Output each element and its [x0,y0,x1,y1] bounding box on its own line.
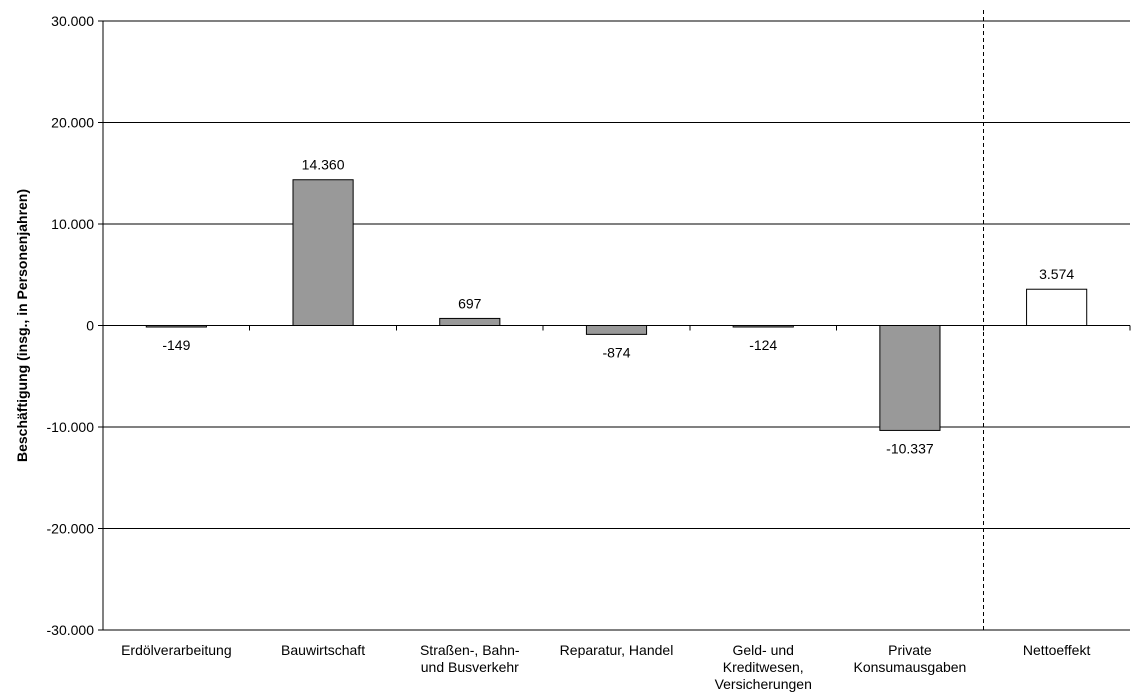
x-category-label: Geld- und [732,642,793,658]
x-category-label: Erdölverarbeitung [121,642,232,658]
x-category-label: Private [888,642,932,658]
axes [98,10,1131,631]
data-label: -10.337 [886,440,934,456]
data-label: 3.574 [1039,266,1074,282]
data-label: 697 [458,295,482,311]
y-tick-label: -20.000 [47,521,95,537]
x-category-label: Konsumausgaben [853,659,966,675]
x-category-label: Nettoeffekt [1023,642,1091,658]
data-label: 14.360 [302,157,345,173]
y-tick-label: -10.000 [47,419,95,435]
bar [145,325,207,328]
data-label: -874 [602,344,630,360]
y-tick-label: 10.000 [51,216,94,232]
bar [879,325,941,431]
bars [145,179,1088,431]
y-tick-label: 30.000 [51,13,94,29]
bar [292,179,354,326]
y-axis-title: Beschäftigung (insg., in Personenjahren) [14,189,30,462]
data-label: -149 [162,337,190,353]
bar [585,325,648,335]
y-tick-label: 20.000 [51,115,94,131]
x-category-label: Reparatur, Handel [560,642,674,658]
y-tick-label: -30.000 [47,622,95,638]
x-category-label: und Busverkehr [421,659,519,675]
x-category-label: Versicherungen [715,676,812,692]
data-label: -124 [749,337,777,353]
x-category-label: Kreditwesen, [723,659,804,675]
x-category-label: Bauwirtschaft [281,642,365,658]
bar [1026,288,1088,327]
bar [439,317,501,326]
gridlines [103,20,1130,529]
bar [732,325,794,328]
x-category-label: Straßen-, Bahn- [420,642,520,658]
y-tick-label: 0 [86,318,94,334]
labels: 30.000 20.000 10.000 0 -10.000 -20.000 -30.000… [47,13,1091,692]
